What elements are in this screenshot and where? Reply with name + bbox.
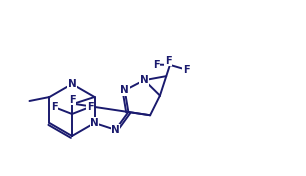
Text: F: F: [87, 102, 93, 112]
Text: N: N: [90, 118, 99, 128]
Text: N: N: [120, 85, 129, 95]
Text: F: F: [165, 56, 171, 66]
Text: N: N: [111, 125, 120, 135]
Text: F: F: [69, 95, 75, 105]
Text: F: F: [51, 102, 57, 112]
Text: N: N: [140, 75, 149, 85]
Text: N: N: [68, 79, 76, 89]
Text: F: F: [153, 59, 159, 70]
Text: F: F: [183, 65, 189, 75]
